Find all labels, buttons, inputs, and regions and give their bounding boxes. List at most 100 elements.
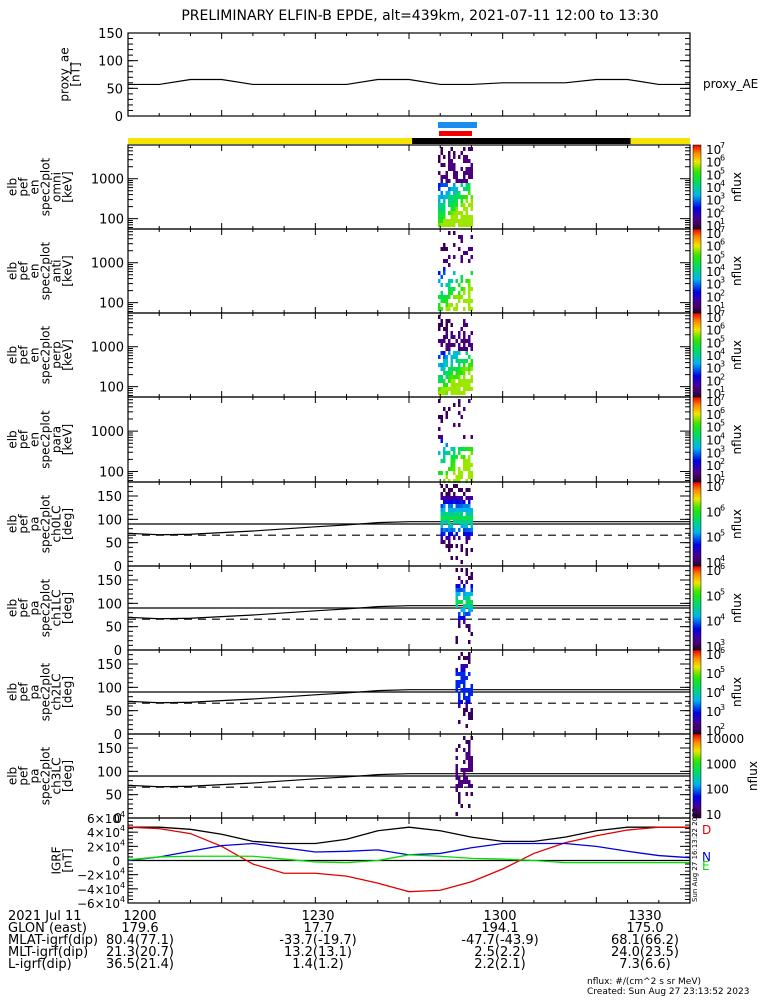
spectrogram-cell xyxy=(463,339,466,343)
spectrogram-cell xyxy=(468,768,471,772)
spectrogram-cell xyxy=(443,271,446,275)
spectrogram-cell xyxy=(465,379,468,383)
spectrogram-cell xyxy=(468,459,471,463)
y-axis-label-line: [keV] xyxy=(61,171,75,202)
spectrogram-cell xyxy=(440,375,443,379)
spectrogram-cell xyxy=(453,423,456,427)
colorbar-tick-label: 10 xyxy=(706,589,721,603)
spectrogram-cell xyxy=(440,524,443,528)
y-tick-exponent: 4 xyxy=(120,838,125,847)
spectrogram-cell xyxy=(460,688,463,692)
y-axis-label-line: ch3LC xyxy=(50,758,64,795)
colorbar-tick-exponent: 4 xyxy=(720,432,725,441)
colorbar-tick-exponent: 1 xyxy=(720,217,725,226)
spectrogram-cell xyxy=(455,784,458,788)
y-axis-label-line: para xyxy=(50,426,64,453)
spectrogram-cell xyxy=(445,343,448,347)
spectrogram-cell xyxy=(465,383,468,387)
spectrogram-cell xyxy=(448,191,451,195)
spectrogram-cell xyxy=(468,628,471,632)
spectrogram-cell xyxy=(458,447,461,451)
y-tick-label: 100 xyxy=(97,765,122,780)
orbit-table-cell: 1.4(1.2) xyxy=(292,957,344,972)
spectrogram-cell xyxy=(460,488,463,492)
spectrogram-cell xyxy=(453,219,456,223)
spectrogram-cell xyxy=(468,744,471,748)
spectrogram-cell xyxy=(458,383,461,387)
colorbar-tick-label: 10 xyxy=(706,531,721,545)
spectrogram-cell xyxy=(440,291,443,295)
spectrogram-cell xyxy=(460,455,463,459)
spectrogram-cell xyxy=(443,195,446,199)
spectrogram-cell xyxy=(450,496,453,500)
colorbar-tick-label: 10 xyxy=(706,194,721,208)
colorbar-tick-exponent: 6 xyxy=(720,322,725,331)
spectrogram-cell xyxy=(443,407,446,411)
spectrogram-cell xyxy=(448,492,451,496)
spectrogram-cell xyxy=(450,203,453,207)
spectrogram-cell xyxy=(460,524,463,528)
y-tick-exponent: 4 xyxy=(120,810,125,819)
y-axis-label-line: [deg] xyxy=(61,508,75,540)
spectrogram-cell xyxy=(468,219,471,223)
colorbar-tick-exponent: 1 xyxy=(720,385,725,394)
spectrogram-cell xyxy=(465,467,468,471)
y-axis-label-line: spec2plot xyxy=(39,241,53,300)
orbit-table-cell: 13.2(13.1) xyxy=(283,945,353,960)
spectrogram-cell xyxy=(443,339,446,343)
spectrogram-cell xyxy=(460,167,463,171)
spectrogram-cell xyxy=(450,211,453,215)
spectrogram-cell xyxy=(453,484,456,488)
spectrogram-cell xyxy=(458,379,461,383)
colorbar-tick-exponent: 6 xyxy=(720,503,725,512)
spectrogram-cell xyxy=(438,391,441,395)
spectrogram-cell xyxy=(440,219,443,223)
spectrogram-cell xyxy=(450,219,453,223)
spectrogram-cell xyxy=(463,692,466,696)
spectrogram-cell xyxy=(460,371,463,375)
line-loss-cone xyxy=(127,689,690,704)
spectrogram-cell xyxy=(440,496,443,500)
spectrogram-cell xyxy=(453,167,456,171)
spectrogram-cell xyxy=(463,407,466,411)
y-axis-label-line: pef xyxy=(17,514,31,534)
spectrogram-cell xyxy=(445,283,448,287)
spectrogram-cell xyxy=(465,215,468,219)
spectrogram-cell xyxy=(440,207,443,211)
spectrogram-cell xyxy=(450,488,453,492)
spectrogram-cell xyxy=(465,159,468,163)
y-axis-label-line: proxy_ae xyxy=(58,47,72,101)
spectrogram-cell xyxy=(468,339,471,343)
spectrogram-cell xyxy=(458,536,461,540)
spectrogram-cell xyxy=(468,536,471,540)
orbit-table-cell: -33.7(-19.7) xyxy=(279,933,357,948)
spectrogram-cell xyxy=(440,283,443,287)
colorbar-tick-label: 10 xyxy=(706,505,721,519)
spectrogram-cell xyxy=(448,163,451,167)
spectrogram-cell xyxy=(455,187,458,191)
spectrogram-cell xyxy=(448,303,451,307)
spectrogram-cell xyxy=(438,451,441,455)
spectrogram-cell xyxy=(450,455,453,459)
spectrogram-cell xyxy=(448,319,451,323)
spectrogram-cell xyxy=(455,768,458,772)
spectrogram-cell xyxy=(445,512,448,516)
spectrogram-cell xyxy=(448,203,451,207)
spectrogram-cell xyxy=(465,536,468,540)
spectrogram-cell xyxy=(468,467,471,471)
spectrogram-cell xyxy=(453,536,456,540)
spectrogram-cell xyxy=(455,351,458,355)
spectrogram-cell xyxy=(440,147,443,151)
spectrogram-cell xyxy=(463,287,466,291)
spectrogram-cell xyxy=(438,187,441,191)
spectrogram-cell xyxy=(448,195,451,199)
y-tick-label: 100 xyxy=(99,381,124,396)
spectrogram-cell xyxy=(453,187,456,191)
spectrogram-cell xyxy=(450,463,453,467)
colorbar-tick-exponent: 1 xyxy=(720,470,725,479)
orbit-table-row-label: 2021 Jul 11 xyxy=(8,909,82,924)
colorbar-tick-exponent: 2 xyxy=(720,372,725,381)
spectrogram-cell xyxy=(450,459,453,463)
spectrogram-cell xyxy=(463,455,466,459)
colorbar-tick-exponent: 6 xyxy=(720,646,725,655)
